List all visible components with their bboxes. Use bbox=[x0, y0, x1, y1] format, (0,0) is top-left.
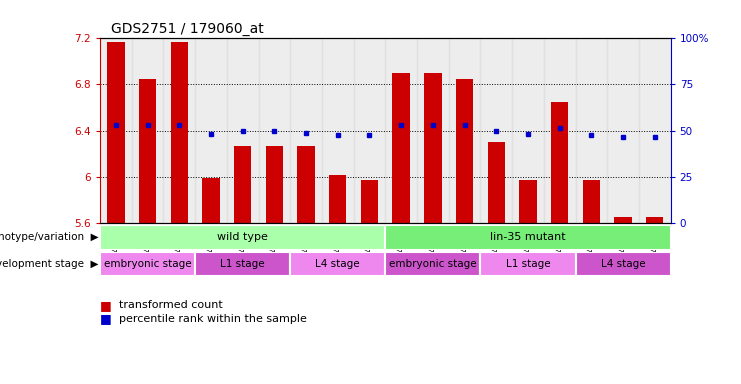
Text: GDS2751 / 179060_at: GDS2751 / 179060_at bbox=[111, 22, 265, 36]
Text: embryonic stage: embryonic stage bbox=[104, 259, 191, 269]
Bar bbox=[132, 38, 164, 223]
Bar bbox=[614, 217, 632, 223]
Text: wild type: wild type bbox=[217, 232, 268, 242]
Bar bbox=[170, 42, 188, 223]
Bar bbox=[393, 73, 410, 223]
Bar bbox=[607, 38, 639, 223]
Bar bbox=[297, 146, 315, 223]
Bar bbox=[639, 38, 671, 223]
Text: L1 stage: L1 stage bbox=[220, 259, 265, 269]
Text: lin-35 mutant: lin-35 mutant bbox=[490, 232, 566, 242]
Bar bbox=[551, 102, 568, 223]
Bar bbox=[480, 252, 576, 276]
Text: transformed count: transformed count bbox=[119, 300, 222, 310]
Text: L4 stage: L4 stage bbox=[601, 259, 645, 269]
Bar bbox=[107, 42, 124, 223]
Bar bbox=[646, 217, 663, 223]
Bar bbox=[195, 38, 227, 223]
Bar bbox=[100, 38, 132, 223]
Bar bbox=[322, 38, 353, 223]
Bar bbox=[544, 38, 576, 223]
Bar bbox=[480, 38, 512, 223]
Bar bbox=[164, 38, 195, 223]
Bar bbox=[100, 225, 385, 250]
Bar bbox=[385, 252, 480, 276]
Bar bbox=[259, 38, 290, 223]
Text: ■: ■ bbox=[100, 312, 112, 325]
Bar bbox=[290, 38, 322, 223]
Text: ■: ■ bbox=[100, 299, 112, 312]
Bar bbox=[449, 38, 480, 223]
Bar bbox=[353, 38, 385, 223]
Text: genotype/variation  ▶: genotype/variation ▶ bbox=[0, 232, 99, 242]
Bar bbox=[385, 225, 671, 250]
Bar bbox=[385, 38, 417, 223]
Text: embryonic stage: embryonic stage bbox=[389, 259, 476, 269]
Text: development stage  ▶: development stage ▶ bbox=[0, 259, 99, 269]
Bar bbox=[456, 79, 473, 223]
Bar bbox=[227, 38, 259, 223]
Bar bbox=[576, 38, 607, 223]
Bar bbox=[417, 38, 449, 223]
Bar bbox=[290, 252, 385, 276]
Bar bbox=[424, 73, 442, 223]
Bar bbox=[234, 146, 251, 223]
Bar bbox=[512, 38, 544, 223]
Text: percentile rank within the sample: percentile rank within the sample bbox=[119, 314, 307, 324]
Bar bbox=[139, 79, 156, 223]
Text: L4 stage: L4 stage bbox=[316, 259, 360, 269]
Bar bbox=[266, 146, 283, 223]
Bar bbox=[582, 180, 600, 223]
Bar bbox=[361, 180, 378, 223]
Bar bbox=[202, 178, 219, 223]
Text: L1 stage: L1 stage bbox=[505, 259, 551, 269]
Bar bbox=[488, 142, 505, 223]
Bar bbox=[329, 175, 347, 223]
Bar bbox=[195, 252, 290, 276]
Bar bbox=[100, 252, 195, 276]
Bar bbox=[519, 180, 536, 223]
Bar bbox=[576, 252, 671, 276]
